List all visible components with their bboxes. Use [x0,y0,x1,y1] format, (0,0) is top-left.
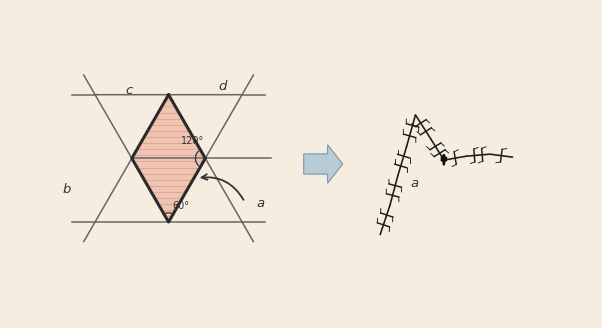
Text: 60°: 60° [173,201,190,211]
Text: c: c [125,84,132,97]
Text: d: d [218,80,226,93]
FancyArrow shape [304,145,343,183]
Text: a: a [411,177,418,190]
Text: b: b [63,183,71,196]
Text: a: a [256,197,264,210]
Polygon shape [132,95,205,222]
Text: 120°: 120° [181,135,204,146]
